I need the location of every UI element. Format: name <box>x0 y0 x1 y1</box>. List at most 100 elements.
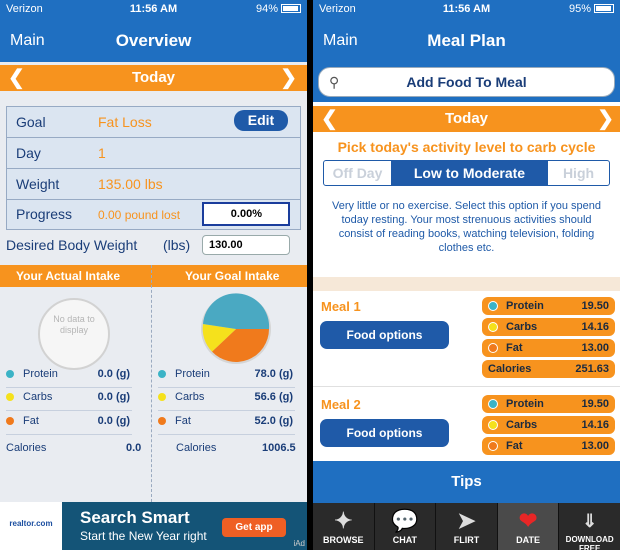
day-value: 1 <box>98 145 106 161</box>
page-title: Overview <box>115 31 192 50</box>
segment-high[interactable]: High <box>547 161 609 185</box>
tab-label: FLIRT <box>453 535 480 545</box>
macro-value: 13.00 <box>581 440 609 452</box>
meal-calories: Calories 251.63 <box>482 360 615 378</box>
edit-button[interactable]: Edit <box>234 110 288 131</box>
carbs-dot-icon <box>488 322 498 332</box>
meal-title: Meal 1 <box>321 299 361 314</box>
tips-button[interactable]: Tips <box>313 461 620 503</box>
fat-dot-icon <box>488 441 498 451</box>
segment-low-to-moderate[interactable]: Low to Moderate <box>392 161 547 185</box>
goal-intake-pie-chart <box>201 293 271 364</box>
next-day-arrow-icon[interactable]: ❯ <box>597 108 614 130</box>
progress-percent-box: 0.00% <box>202 202 290 226</box>
pie-slice-protein <box>203 293 270 329</box>
progress-label: Progress <box>16 206 73 222</box>
macro-label: Protein <box>175 368 210 380</box>
tab-label: DOWNLOAD FREE <box>565 535 614 550</box>
tab-date[interactable]: ❤ DATE <box>497 503 560 550</box>
protein-dot-icon <box>6 370 14 378</box>
main-button[interactable]: Main <box>323 32 358 49</box>
goal-value: Fat Loss <box>98 114 152 130</box>
segment-off-day[interactable]: Off Day <box>324 161 392 185</box>
macro-value: 0.0 (g) <box>97 368 130 380</box>
tab-browse[interactable]: ✦ BROWSE <box>313 503 375 550</box>
macro-label: Carbs <box>506 321 538 333</box>
nav-bar: Main Meal Plan <box>313 20 620 62</box>
status-bar: Verizon 11:56 AM 94% <box>0 0 307 20</box>
meal-title: Meal 2 <box>321 397 361 412</box>
get-app-button[interactable]: Get app <box>222 518 286 537</box>
actual-fat-row: Fat 0.0 (g) <box>6 413 132 435</box>
tab-flirt[interactable]: ➤ FLIRT <box>436 503 498 550</box>
carbs-dot-icon <box>6 393 14 401</box>
browse-icon: ✦ <box>334 508 353 533</box>
nav-bar: Main Overview <box>0 20 307 62</box>
weight-label: Weight <box>16 176 60 192</box>
no-data-label: No data to display <box>53 314 95 335</box>
day-label: Day <box>16 145 41 161</box>
ad-logo: realtor.com <box>0 502 62 550</box>
protein-dot-icon <box>158 370 166 378</box>
macro-label: Fat <box>175 415 191 427</box>
next-day-arrow-icon[interactable]: ❯ <box>280 67 297 89</box>
battery-percent: 95% <box>568 3 591 15</box>
desired-weight-field[interactable]: 130.00 <box>202 235 290 255</box>
main-button[interactable]: Main <box>10 32 45 49</box>
date-bar: ❮ Today ❯ <box>0 65 307 91</box>
goal-protein-row: Protein 78.0 (g) <box>158 366 295 388</box>
download-icon: ⇓ <box>582 511 598 531</box>
calories-label: Calories <box>488 363 532 375</box>
tab-download[interactable]: ⇓ DOWNLOAD FREE <box>559 503 620 550</box>
macro-label: Fat <box>23 415 39 427</box>
previous-day-arrow-icon[interactable]: ❮ <box>321 108 338 130</box>
goal-label: Goal <box>16 114 46 130</box>
ad-banner[interactable]: realtor.com Search Smart Start the New Y… <box>0 502 307 550</box>
actual-calories-value: 0.0 <box>126 442 142 454</box>
macro-value: 14.16 <box>581 321 609 333</box>
fat-dot-icon <box>158 417 166 425</box>
actual-carbs-row: Carbs 0.0 (g) <box>6 389 132 411</box>
date-bar: ❮ Today ❯ <box>313 106 620 132</box>
status-bar: Verizon 11:56 AM 95% <box>313 0 620 20</box>
intake-header: Your Actual Intake Your Goal Intake <box>0 265 307 287</box>
previous-day-arrow-icon[interactable]: ❮ <box>8 67 25 89</box>
meal-macro-protein: Protein 19.50 <box>482 395 615 413</box>
macro-value: 52.0 (g) <box>254 415 293 427</box>
battery-percent: 94% <box>255 3 278 15</box>
tab-label: BROWSE <box>323 535 364 545</box>
activity-description: Very little or no exercise. Select this … <box>331 200 602 254</box>
macro-label: Protein <box>506 300 544 312</box>
desired-weight-label: Desired Body Weight <box>6 237 138 253</box>
goal-carbs-row: Carbs 56.6 (g) <box>158 389 295 411</box>
tab-chat[interactable]: 💬 CHAT <box>375 503 437 550</box>
rocket-icon: ➤ <box>457 508 476 533</box>
add-food-search-field[interactable]: ⚲ Add Food To Meal <box>318 67 615 97</box>
macro-label: Carbs <box>175 391 205 403</box>
macro-value: 13.00 <box>581 342 609 354</box>
ad-title: Search Smart <box>80 508 190 527</box>
macro-label: Protein <box>23 368 58 380</box>
carbs-dot-icon <box>158 393 166 401</box>
date-label: Today <box>131 69 176 86</box>
protein-dot-icon <box>488 399 498 409</box>
meal-macro-carbs: Carbs 14.16 <box>482 318 615 336</box>
goal-summary-box: Goal Fat Loss Edit Day 1 Weight 135.00 l… <box>6 106 301 230</box>
battery-icon <box>594 4 614 13</box>
macro-value: 78.0 (g) <box>254 368 293 380</box>
food-options-button[interactable]: Food options <box>320 321 449 349</box>
macro-label: Carbs <box>23 391 53 403</box>
meal-macro-fat: Fat 13.00 <box>482 339 615 357</box>
macro-label: Protein <box>506 398 544 410</box>
chat-icon: 💬 <box>391 508 419 533</box>
battery-icon <box>281 4 301 13</box>
activity-prompt: Pick today's activity level to carb cycl… <box>337 139 596 155</box>
food-options-button[interactable]: Food options <box>320 419 449 447</box>
tab-label: CHAT <box>392 535 418 545</box>
calories-value: 251.63 <box>575 363 609 375</box>
fat-dot-icon <box>488 343 498 353</box>
macro-value: 0.0 (g) <box>97 415 130 427</box>
progress-row: Progress 0.00 pound lost 0.00% <box>7 199 300 230</box>
weight-row: Weight 135.00 lbs <box>7 169 300 200</box>
pie-slice-carbs <box>202 324 236 352</box>
